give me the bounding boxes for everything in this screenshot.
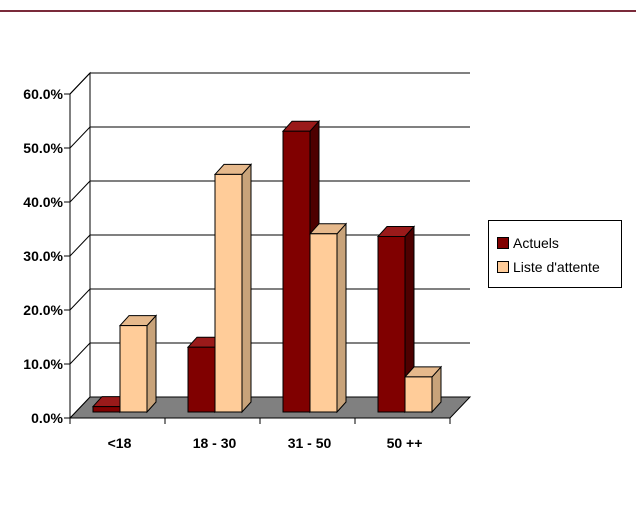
legend-label-actuels: Actuels bbox=[513, 235, 559, 251]
bar bbox=[308, 222, 348, 414]
y-tick-label: 60.0% bbox=[23, 86, 63, 102]
y-tick-label: 0.0% bbox=[31, 410, 63, 426]
x-category-label: 31 - 50 bbox=[288, 435, 332, 451]
bars bbox=[91, 119, 443, 414]
bar-front bbox=[119, 325, 148, 413]
y-tick-label: 50.0% bbox=[23, 140, 63, 156]
bar-front bbox=[377, 236, 406, 413]
legend: Actuels Liste d'attente bbox=[488, 220, 622, 288]
bar-front bbox=[187, 346, 216, 413]
bar-front bbox=[404, 376, 433, 413]
bar bbox=[376, 225, 416, 414]
bar bbox=[118, 314, 158, 414]
gridline-side bbox=[69, 342, 91, 365]
legend-item-actuels: Actuels bbox=[497, 231, 615, 255]
gridlines bbox=[69, 72, 470, 365]
bar-side bbox=[146, 314, 157, 414]
bar-side bbox=[336, 222, 347, 414]
legend-swatch-actuels bbox=[497, 237, 509, 249]
y-axis: 0.0% 10.0% 20.0% 30.0% 40.0% 50.0% 60.0% bbox=[23, 86, 71, 426]
x-category-label: <18 bbox=[108, 435, 132, 451]
gridline-side bbox=[69, 126, 91, 149]
gridline-side bbox=[69, 72, 91, 95]
y-tick-label: 30.0% bbox=[23, 248, 63, 264]
legend-item-liste-attente: Liste d'attente bbox=[497, 255, 615, 279]
gridline-side bbox=[69, 288, 91, 311]
bar-front bbox=[282, 130, 311, 413]
legend-swatch-liste-attente bbox=[497, 261, 509, 273]
top-divider bbox=[0, 10, 636, 12]
gridline-side bbox=[69, 234, 91, 257]
bar-front bbox=[214, 173, 243, 413]
y-tick-label: 20.0% bbox=[23, 302, 63, 318]
legend-label-liste-attente: Liste d'attente bbox=[513, 259, 600, 275]
bar-front bbox=[92, 406, 121, 413]
bar-side bbox=[241, 163, 252, 414]
gridline-side bbox=[69, 180, 91, 203]
x-category-label: 18 - 30 bbox=[193, 435, 237, 451]
bar bbox=[213, 163, 253, 414]
bar bbox=[403, 365, 443, 414]
y-tick-label: 10.0% bbox=[23, 356, 63, 372]
x-axis: <18 18 - 30 31 - 50 50 ++ bbox=[69, 417, 451, 451]
x-category-label: 50 ++ bbox=[387, 435, 423, 451]
bar-front bbox=[309, 233, 338, 413]
y-tick-label: 40.0% bbox=[23, 194, 63, 210]
